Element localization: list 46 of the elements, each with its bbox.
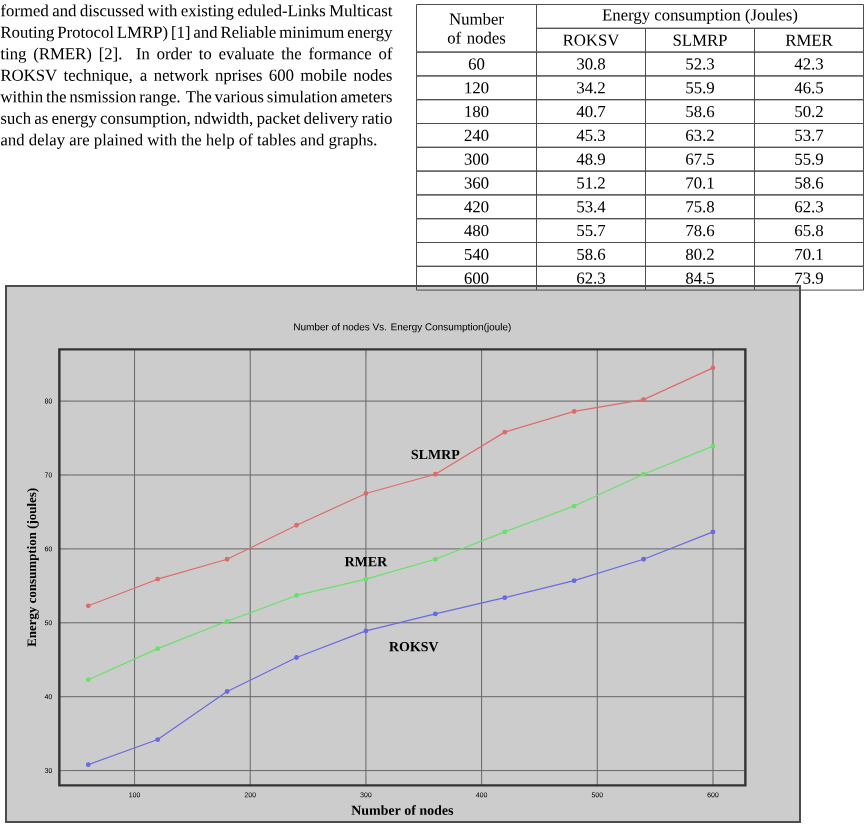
data-label: 51.2: [577, 177, 605, 189]
data-label: 62.3: [577, 272, 606, 284]
data-label: 70.1: [795, 248, 823, 261]
text: formed and discussed with existing eduled-Links Multicast Routing Protocol LMRP) [1] and Reliable minimum energy ting (RMER) [2]. In order to evaluate the formance of ROKSV technique, a network nprises 600 mobile nodes within the nsmission range. The various simulation ameters such as energy consumption, ndwidth, packet delivery ratio and delay are plained with the help of tables and graphs.: [0, 4, 393, 149]
data-label: 55.9: [795, 153, 823, 165]
data-label: 30.8: [577, 58, 606, 70]
data-label: 80.2: [685, 248, 714, 261]
data-label: 52.3: [686, 58, 715, 70]
y-tick-label: 360: [464, 177, 489, 189]
data-label: 48.9: [576, 153, 605, 165]
y-tick-label: 300: [464, 153, 489, 165]
y-tick-label: 540: [464, 248, 489, 261]
data-label: 40.7: [576, 105, 606, 118]
y-tick-label: 600: [464, 272, 489, 284]
data-label: 58.6: [577, 248, 606, 261]
data-label: 55.7: [577, 224, 606, 237]
data-label: 75.8: [686, 201, 715, 213]
data-label: 53.7: [795, 129, 824, 142]
data-label: 58.6: [686, 105, 715, 118]
y-tick-label: 120: [465, 82, 489, 94]
data-label: 70.1: [686, 177, 714, 189]
x-tick-label: SLMRP: [673, 34, 727, 46]
data-label: 42.3: [794, 58, 824, 70]
data-label: 46.5: [794, 82, 824, 94]
y-tick-label: 60: [468, 58, 485, 70]
data-label: 63.2: [686, 129, 714, 142]
data-label: 45.3: [576, 129, 606, 142]
data-label: 58.6: [795, 177, 824, 189]
data-label: 55.9: [686, 82, 714, 94]
data-label: 78.6: [686, 224, 715, 237]
y-tick-label: 420: [464, 201, 489, 213]
y-tick-label: 180: [465, 105, 489, 118]
data-label: 53.4: [577, 201, 606, 213]
data-label: 67.5: [686, 153, 715, 165]
y-tick-label: 240: [464, 129, 489, 142]
data-label: 73.9: [795, 272, 823, 284]
data-label: 50.2: [795, 105, 823, 118]
data-label: 62.3: [795, 201, 824, 213]
data-label: 65.8: [795, 224, 824, 237]
y-axis-title: Number of nodes: [447, 12, 506, 44]
x-tick-label: RMER: [785, 34, 833, 46]
x-tick-label: ROKSV: [563, 34, 620, 46]
data-label: 34.2: [577, 82, 605, 94]
y-tick-label: 480: [464, 224, 489, 237]
data-label: 84.5: [685, 272, 715, 284]
chart-title: Energy consumption (Joules): [602, 8, 798, 25]
